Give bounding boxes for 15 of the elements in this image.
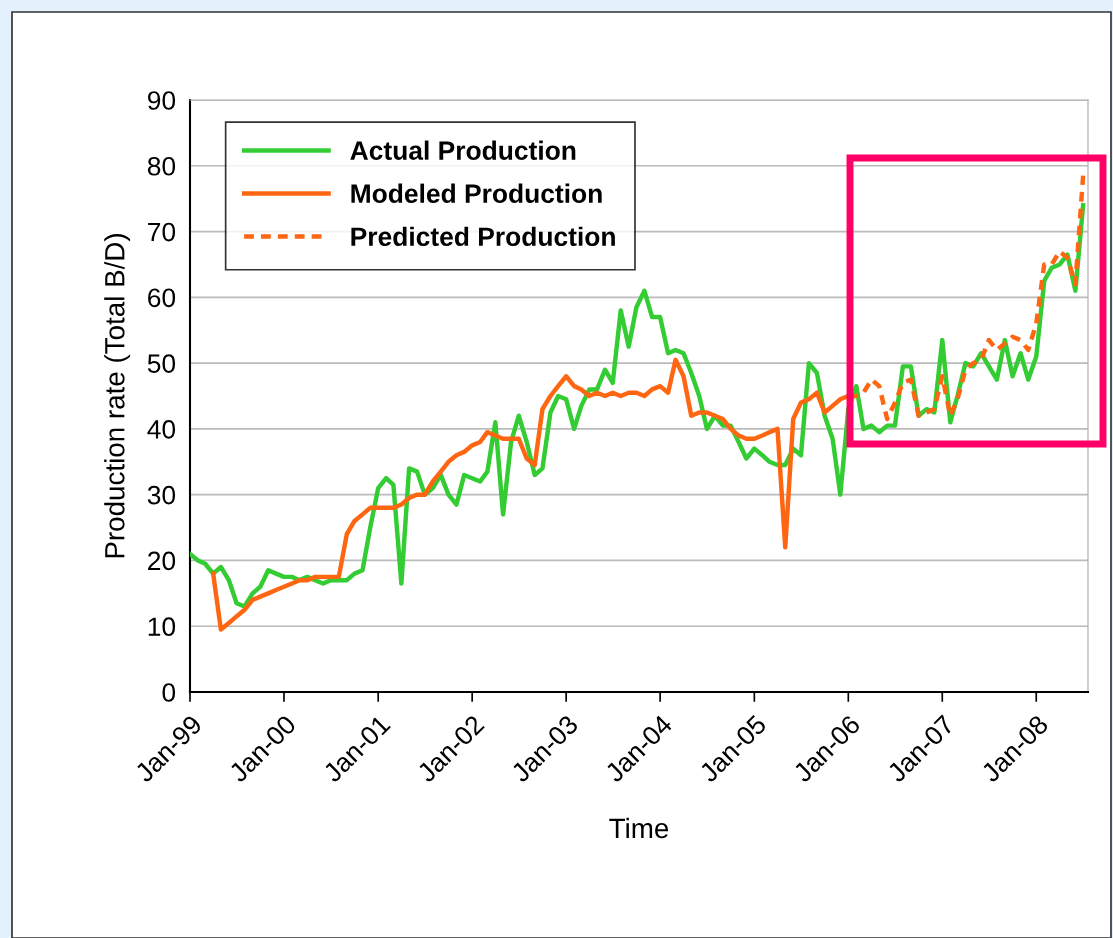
y-axis-title: Production rate (Total B/D)	[104, 234, 131, 558]
x-axis-title: Time	[609, 817, 669, 839]
y-tick-label: 50	[147, 354, 176, 373]
y-tick-label: 60	[148, 288, 176, 308]
y-tick-label: 90	[148, 91, 176, 110]
y-tick-label: 0	[162, 683, 176, 702]
y-tick-label: 30	[147, 485, 176, 505]
y-tick-label: 80	[147, 156, 176, 176]
legend-label: Actual Production	[350, 140, 576, 160]
y-tick-label: 10	[148, 617, 176, 637]
y-tick-label: 40	[147, 420, 176, 439]
legend-label: Predicted Production	[351, 226, 615, 247]
y-tick-label: 70	[148, 222, 176, 242]
y-tick-label: 20	[148, 551, 176, 571]
legend-label: Modeled Production	[351, 183, 602, 203]
